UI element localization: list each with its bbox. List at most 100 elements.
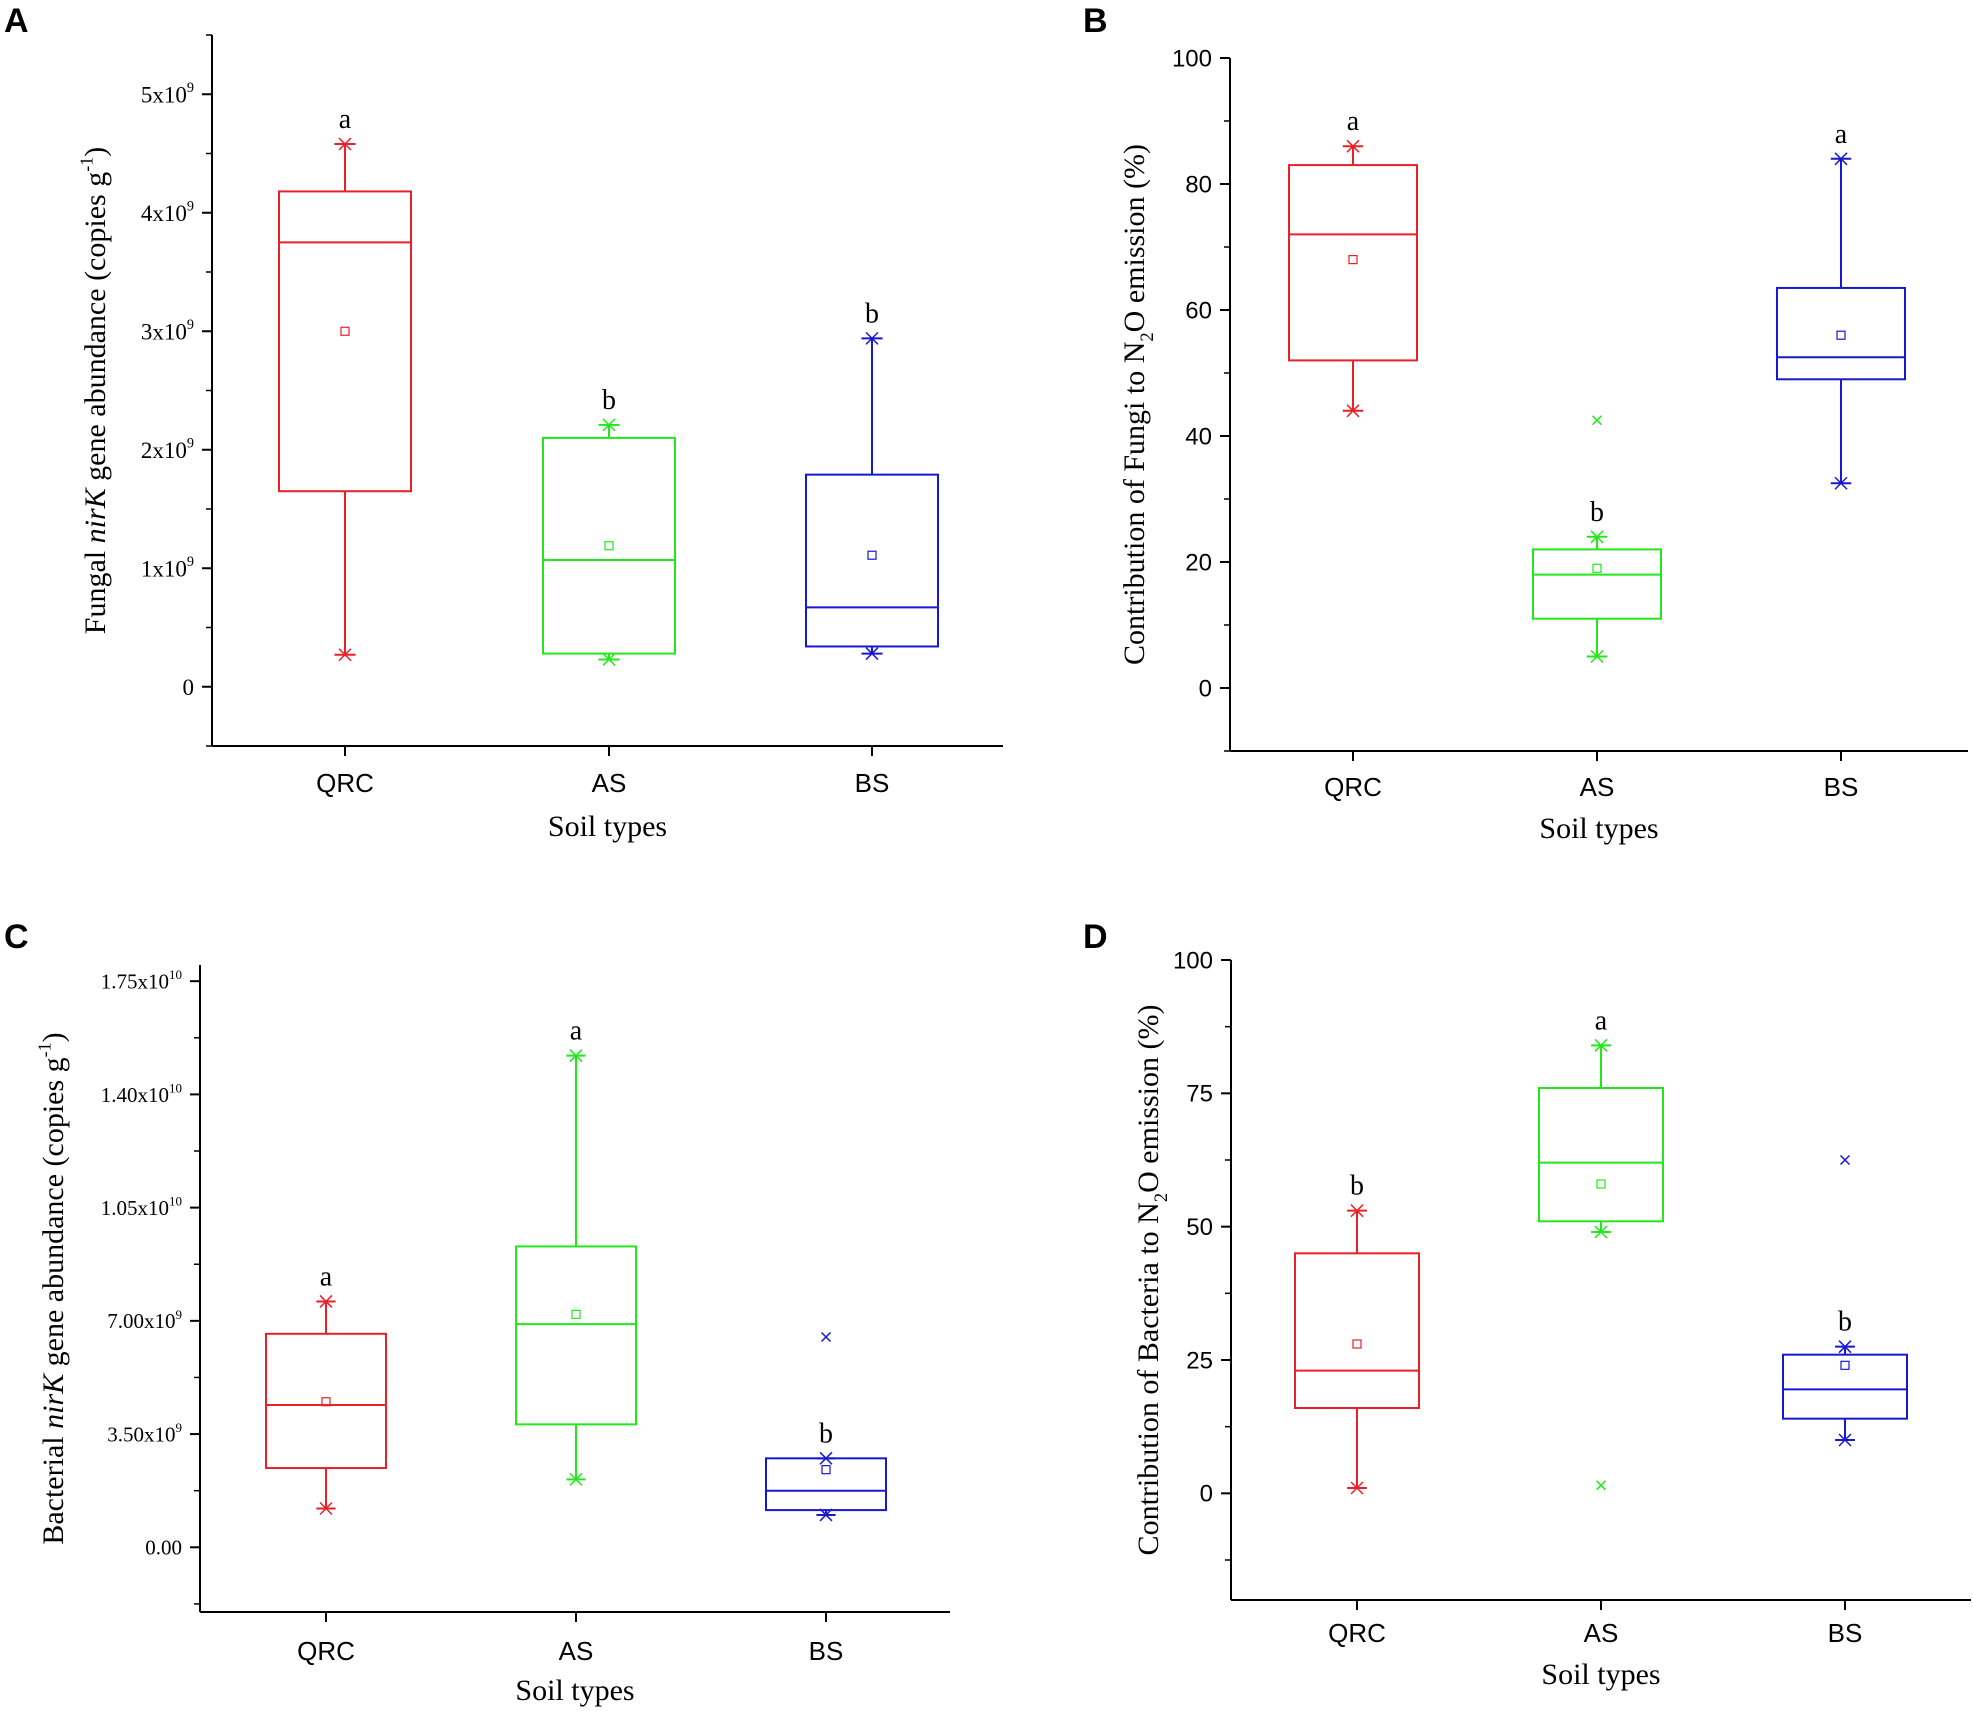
- y-tick-exponent: 10: [169, 1080, 183, 1095]
- y-tick-base: 4x10: [141, 201, 187, 226]
- panel-c-letter: C: [4, 918, 29, 956]
- y-axis-label: Bacterial nirK gene abundance (copies g-…: [34, 1032, 70, 1544]
- y-tick-exponent: 9: [175, 1307, 182, 1322]
- y-tick-label: 3x109: [141, 317, 194, 344]
- box-iqr: [1532, 548, 1662, 620]
- extreme-marker: [1594, 1038, 1608, 1052]
- y-tick-label: 7.00x109: [107, 1307, 182, 1333]
- y-tick-base: 1.05x10: [101, 1196, 169, 1220]
- y-tick-base: 1.75x10: [101, 970, 169, 994]
- y-axis-label-gene: nirK: [37, 1372, 70, 1429]
- y-axis-label: Contribution of Fungi to N2O emission (%…: [1118, 144, 1158, 665]
- significance-letter: a: [1595, 1005, 1608, 1036]
- y-axis-label: Contribution of Bacteria to N2O emission…: [1132, 1005, 1172, 1556]
- y-tick-label: 20: [1185, 549, 1212, 576]
- mean-marker: [867, 550, 877, 560]
- outlier-marker: [820, 1331, 832, 1343]
- extreme-marker: [319, 1501, 333, 1516]
- y-tick-label: 1.05x1010: [101, 1194, 183, 1220]
- y-tick-base: 1x10: [141, 556, 187, 581]
- x-tick-label: BS: [1828, 1618, 1863, 1648]
- extreme-marker: [1350, 1481, 1364, 1495]
- y-tick-base: 0.00: [145, 1536, 182, 1560]
- y-tick-label: 50: [1186, 1214, 1213, 1241]
- box-bs: b: [1782, 1154, 1908, 1447]
- y-tick-label: 2x109: [141, 435, 194, 462]
- mean-marker: [571, 1309, 581, 1319]
- extreme-marker: [319, 1294, 333, 1308]
- significance-letter: a: [320, 1261, 333, 1292]
- box-iqr: [1294, 1252, 1420, 1410]
- y-axis-label-part: O emission (%): [1132, 1005, 1165, 1193]
- mean-marker: [1836, 330, 1846, 340]
- x-tick-label: AS: [592, 768, 627, 798]
- extreme-marker: [1838, 1433, 1852, 1447]
- y-axis-label-gene: nirK: [79, 486, 112, 543]
- box-iqr: [1288, 164, 1418, 362]
- extreme-marker: [338, 648, 352, 662]
- extreme-marker: [865, 647, 879, 661]
- box-bs: b: [805, 298, 939, 661]
- y-tick-base: 100: [1173, 947, 1213, 974]
- y-tick-label: 5x109: [141, 80, 194, 107]
- box-bs: a: [1776, 119, 1906, 490]
- extreme-marker: [1834, 476, 1848, 490]
- extreme-marker: [1834, 152, 1848, 166]
- significance-letter: a: [1347, 106, 1360, 137]
- significance-letter: b: [1350, 1171, 1364, 1202]
- y-tick-exponent: 9: [175, 1420, 182, 1435]
- box-iqr: [1538, 1087, 1664, 1223]
- y-axis-label-part: ): [37, 1032, 70, 1042]
- x-axis-label: Soil types: [515, 1674, 634, 1707]
- y-tick-base: 0: [1200, 1481, 1213, 1508]
- y-tick-base: 60: [1185, 297, 1212, 324]
- mean-marker: [1352, 1339, 1362, 1349]
- y-tick-base: 100: [1172, 45, 1212, 72]
- box-as: a: [515, 1016, 637, 1486]
- y-tick-exponent: 10: [169, 1194, 183, 1209]
- box-iqr: [1782, 1353, 1908, 1420]
- panel-a-letter: A: [4, 2, 29, 40]
- panel-c: C 0.003.50x1097.00x1091.05x10101.40x1010…: [4, 918, 950, 1707]
- box-iqr: [1776, 286, 1906, 381]
- y-tick-label: 1x109: [141, 554, 194, 581]
- y-tick-label: 1.75x1010: [101, 967, 183, 993]
- y-axis-label-part: gene abundance (copies g: [37, 1057, 70, 1374]
- mean-marker: [340, 326, 350, 336]
- box-iqr: [265, 1332, 387, 1470]
- y-tick-exponent: 9: [187, 435, 194, 451]
- y-tick-base: 3.50x10: [107, 1422, 175, 1446]
- mean-marker: [1596, 1179, 1606, 1189]
- y-axis-label-part: Fungal: [79, 543, 112, 634]
- y-axis-label-part: Bacterial: [37, 1429, 70, 1545]
- significance-letter: b: [602, 385, 616, 416]
- significance-letter: a: [570, 1016, 583, 1047]
- y-tick-label: 3.50x109: [107, 1420, 182, 1446]
- significance-letter: b: [819, 1418, 833, 1449]
- y-axis-label-superscript: -1: [34, 1042, 54, 1057]
- extreme-marker: [819, 1451, 833, 1465]
- y-tick-label: 60: [1185, 297, 1212, 324]
- y-axis-label-superscript: -1: [76, 157, 96, 172]
- panel-d-letter: D: [1083, 918, 1108, 956]
- box-qrc: a: [278, 104, 412, 662]
- extreme-marker: [1590, 649, 1604, 664]
- y-tick-base: 50: [1186, 1214, 1213, 1241]
- y-tick-base: 0: [183, 675, 195, 700]
- y-tick-base: 75: [1186, 1081, 1213, 1108]
- x-tick-label: AS: [1584, 1618, 1619, 1648]
- mean-marker: [821, 1465, 831, 1475]
- y-tick-base: 40: [1185, 423, 1212, 450]
- y-tick-base: 25: [1186, 1347, 1213, 1374]
- y-axis-label-part: O emission (%): [1118, 144, 1151, 332]
- y-tick-base: 5x10: [141, 82, 187, 107]
- y-tick-exponent: 10: [169, 967, 183, 982]
- mean-marker: [1348, 255, 1358, 265]
- y-tick-label: 100: [1172, 45, 1212, 72]
- y-tick-label: 0: [1199, 675, 1212, 702]
- y-axis-label-part: gene abundance (copies g: [79, 172, 112, 489]
- y-tick-base: 80: [1185, 171, 1212, 198]
- significance-letter: b: [1838, 1307, 1852, 1338]
- extreme-marker: [1346, 139, 1360, 153]
- box-qrc: b: [1294, 1171, 1420, 1495]
